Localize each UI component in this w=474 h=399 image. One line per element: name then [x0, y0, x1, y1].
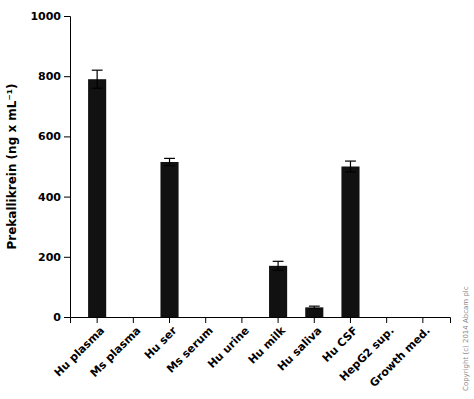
x-tick-mark: [205, 317, 206, 323]
error-bar-cap: [164, 158, 175, 159]
bar: [160, 162, 178, 317]
bar: [124, 317, 142, 318]
y-tick: 600: [38, 130, 70, 143]
x-tick-mark: [314, 317, 315, 323]
y-tick: 1000: [30, 10, 70, 23]
annotation: Copyright (c) 2014 Abcam plc: [462, 286, 470, 391]
x-tick-mark: [350, 317, 351, 323]
bar: [378, 317, 396, 318]
y-tick-mark: [64, 197, 70, 198]
x-axis: Hu plasmaMs plasmaHu serMs serumHu urine…: [52, 317, 451, 390]
y-tick-label: 800: [38, 70, 61, 83]
y-tick-mark: [64, 257, 70, 258]
y-tick: 200: [38, 251, 70, 264]
y-tick: 0: [53, 311, 70, 324]
x-tick-mark: [241, 317, 242, 323]
x-tick-mark: [386, 317, 387, 323]
x-axis-line: [71, 318, 451, 324]
x-tick-label: Ms plasma: [88, 324, 144, 380]
bar: [88, 79, 106, 317]
bar: [341, 167, 359, 318]
x-tick: Hu saliva: [275, 317, 324, 374]
error-bar-stem: [169, 158, 170, 165]
bar: [269, 266, 287, 317]
error-bar-cap: [273, 270, 284, 271]
error-bar-cap: [92, 70, 103, 71]
x-tick-mark: [422, 317, 423, 323]
y-tick-label: 1000: [30, 10, 61, 23]
y-tick-label: 0: [53, 311, 61, 324]
x-tick: Growth med.: [367, 317, 433, 390]
y-axis: 0 200 400 600 800 1000: [30, 10, 70, 324]
y-tick: 400: [38, 191, 70, 204]
y-tick-label: 200: [38, 251, 61, 264]
bar: [414, 317, 432, 318]
marks: [88, 70, 359, 317]
x-tick-mark: [97, 317, 98, 323]
x-tick: Ms serum: [164, 317, 216, 376]
plot: 0 200 400 600 800 1000 Hu plasmaMs plasmaHu se…: [30, 10, 450, 390]
x-tick-label: Ms serum: [164, 324, 216, 376]
y-tick-mark: [64, 76, 70, 77]
error-bar-stem: [350, 161, 351, 172]
y-tick-mark: [64, 16, 70, 17]
error-bar-cap: [309, 308, 320, 309]
error-bar: [164, 158, 175, 165]
error-bar: [273, 261, 284, 270]
y-tick-label: 400: [38, 191, 61, 204]
x-tick-label: Hu saliva: [275, 324, 324, 373]
error-bar-cap: [92, 88, 103, 89]
x-tick: Ms plasma: [88, 317, 144, 380]
x-tick-mark: [278, 317, 279, 323]
error-bar-cap: [273, 261, 284, 262]
bar: [197, 317, 215, 318]
error-bar-cap: [164, 165, 175, 166]
x-tick-label: Hu urine: [205, 324, 252, 371]
error-bar: [345, 161, 356, 172]
error-bar-stem: [277, 261, 278, 270]
error-bar: [92, 70, 103, 88]
y-axis-line: [64, 17, 71, 318]
error-bar: [309, 306, 320, 308]
error-bar-stem: [97, 70, 98, 88]
x-tick-mark: [133, 317, 134, 323]
x-tick-mark: [169, 317, 170, 323]
y-tick-mark: [64, 136, 70, 137]
y-tick-mark: [64, 317, 70, 318]
chart: 0 200 400 600 800 1000 Hu plasmaMs plasmaHu se…: [0, 0, 474, 399]
y-axis-title: Prekallikrein (ng x mL⁻¹): [5, 83, 19, 249]
x-tick: Hu urine: [205, 317, 252, 371]
bar: [233, 317, 251, 318]
error-bar-cap: [345, 160, 356, 161]
bar: [305, 307, 323, 317]
error-bar-cap: [345, 171, 356, 172]
y-tick: 800: [38, 70, 70, 83]
error-bar-cap: [309, 306, 320, 307]
x-tick-label: Growth med.: [367, 324, 433, 390]
y-tick-label: 600: [38, 130, 61, 143]
